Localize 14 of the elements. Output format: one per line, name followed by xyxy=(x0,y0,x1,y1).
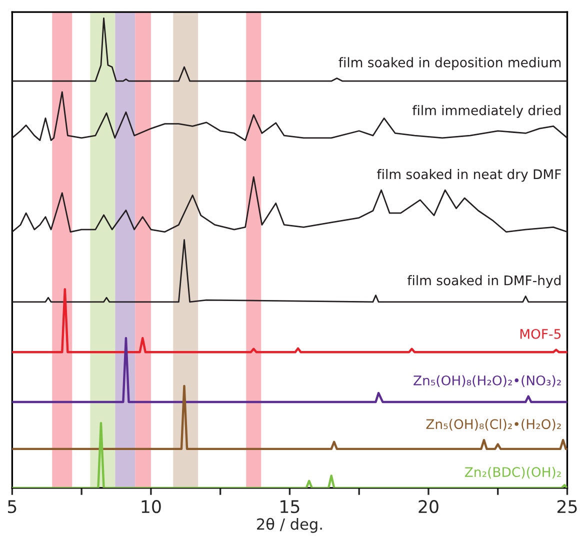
series-label: Zn₂(BDC)(OH)₂ xyxy=(464,466,561,479)
series-label: film immediately dried xyxy=(412,105,560,118)
x-tick-label: 5 xyxy=(8,500,16,514)
x-tick-label: 15 xyxy=(280,500,300,514)
x-tick-label: 10 xyxy=(142,500,161,514)
x-tick-label: 25 xyxy=(557,500,577,514)
series-label: film soaked in deposition medium xyxy=(338,57,561,70)
x-tick-label: 20 xyxy=(418,500,438,514)
series-label: Zn₅(OH)₈(H₂O)₂•(NO₃)₂ xyxy=(414,375,561,387)
x-axis-title: 2θ / deg. xyxy=(257,518,322,533)
series-label: film soaked in neat dry DMF xyxy=(376,168,561,182)
series-label: MOF-5 xyxy=(520,328,561,339)
series-label: Zn₅(OH)₈(Cl)₂•(H₂O)₂ xyxy=(426,418,561,431)
series-label: film soaked in DMF-hyd xyxy=(407,275,560,288)
